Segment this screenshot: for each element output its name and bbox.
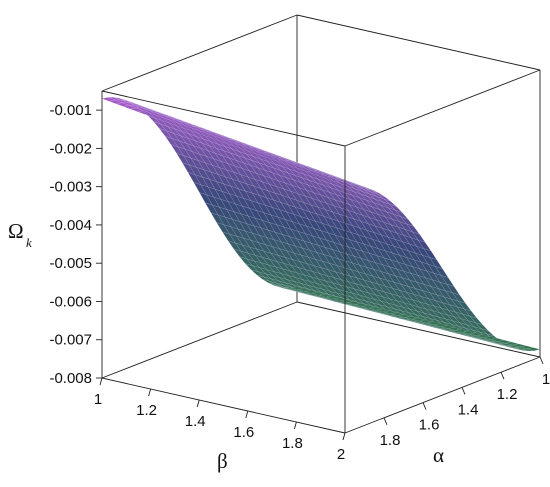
alpha-tick-label: 1 <box>542 371 550 388</box>
box-back-edge <box>101 301 298 379</box>
surface-facet <box>527 347 541 351</box>
surface-facet <box>423 248 438 261</box>
box-back-edge <box>101 14 298 92</box>
z-tick-label: -0.007 <box>49 332 92 349</box>
surface-facet <box>400 216 415 227</box>
alpha-tick-label: 1.2 <box>497 386 518 403</box>
box-back-edge <box>296 301 541 358</box>
beta-tick <box>99 377 103 386</box>
surface-facet <box>389 204 403 213</box>
alpha-tick-label: 1.6 <box>419 417 440 434</box>
beta-tick-label: 1.2 <box>136 402 157 419</box>
y-axis-label-alpha: α <box>433 443 444 467</box>
tick-labels: -0.001 -0.002 -0.003 -0.004 -0.005 -0.006 -0.0… <box>49 102 550 463</box>
box-front-edges <box>101 69 541 434</box>
alpha-tick <box>539 356 544 365</box>
box-front-edge <box>101 90 346 147</box>
alpha-tick-label: 1.8 <box>380 432 401 449</box>
surface-facet <box>509 347 523 351</box>
surface-facet <box>412 231 426 243</box>
beta-tick <box>293 421 297 430</box>
beta-tick <box>245 410 249 419</box>
box-back-edge <box>296 14 541 71</box>
z-tick-label: -0.003 <box>49 179 92 196</box>
z-tick-label: -0.004 <box>49 217 92 234</box>
beta-tick <box>148 388 152 397</box>
surface-mesh <box>101 97 541 352</box>
beta-tick-label: 1.4 <box>185 413 206 430</box>
alpha-tick <box>500 372 505 380</box>
z-axis-label-subscript: k <box>26 235 32 250</box>
box-front-edge <box>344 69 541 147</box>
z-tick-label: -0.002 <box>49 140 92 157</box>
alpha-tick <box>422 402 427 410</box>
alpha-tick <box>461 387 466 395</box>
surface-facet <box>521 348 535 352</box>
beta-tick <box>342 432 346 441</box>
z-axis-label: Ω <box>8 219 24 243</box>
beta-tick-label: 1.6 <box>233 424 254 441</box>
beta-tick-label: 1.8 <box>282 435 303 452</box>
beta-tick-label: 2 <box>337 446 345 463</box>
box-front-edge <box>344 356 541 434</box>
axis-ticks <box>96 109 544 441</box>
z-tick-label: -0.008 <box>49 370 92 387</box>
alpha-tick <box>383 417 388 425</box>
z-tick-label: -0.001 <box>49 102 92 119</box>
surface-facet <box>457 300 472 312</box>
alpha-tick-label: 1.4 <box>458 401 479 418</box>
beta-tick-label: 1 <box>94 391 102 408</box>
box-back-edges <box>101 14 541 379</box>
z-tick-label: -0.006 <box>49 293 92 310</box>
surface-facet <box>515 348 529 352</box>
z-tick-label: -0.005 <box>49 255 92 272</box>
box-front-edge <box>101 377 346 434</box>
beta-tick <box>196 399 200 408</box>
x-axis-label-beta: β <box>217 449 228 473</box>
